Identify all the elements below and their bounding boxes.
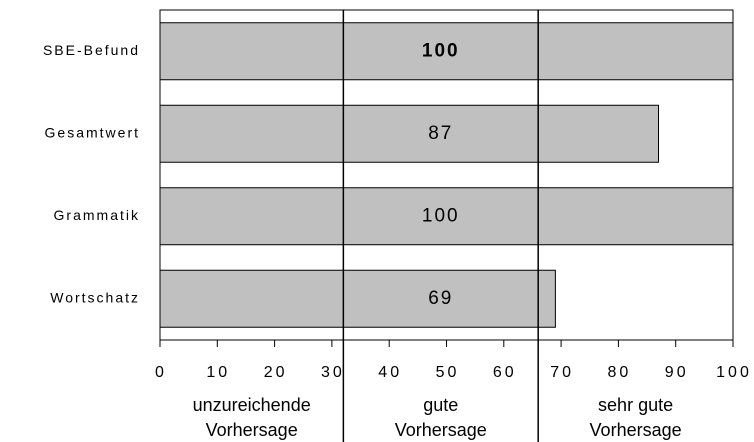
value-label: 69 [428, 288, 453, 309]
category-label: SBE-Befund [43, 42, 140, 58]
x-tick-label: 50 [436, 364, 460, 381]
zone-label: Vorhersage [590, 420, 682, 440]
zone-label: unzureichende [193, 395, 311, 415]
category-label: Wortschatz [50, 289, 140, 305]
zone-label: Vorhersage [206, 420, 298, 440]
zone-label: sehr gute [598, 395, 673, 415]
bar [159, 187, 734, 246]
value-label: 87 [428, 123, 453, 144]
bar [159, 269, 556, 328]
x-tick-label: 80 [608, 364, 632, 381]
bar [159, 104, 660, 163]
bar [159, 22, 734, 81]
x-tick-label: 60 [493, 364, 517, 381]
x-tick-label: 70 [550, 364, 574, 381]
x-tick-label: 90 [665, 364, 689, 381]
value-label: 100 [422, 40, 460, 61]
x-tick-label: 100 [716, 364, 752, 381]
category-label: Grammatik [54, 207, 140, 223]
zone-label: Vorhersage [395, 420, 487, 440]
value-label: 100 [422, 205, 460, 226]
x-tick-label: 20 [264, 364, 288, 381]
x-tick-label: 30 [321, 364, 345, 381]
zone-label: gute [423, 395, 458, 415]
x-tick-label: 0 [155, 364, 167, 381]
category-label: Gesamtwert [45, 124, 140, 140]
x-tick-label: 10 [206, 364, 230, 381]
x-tick-label: 40 [378, 364, 402, 381]
